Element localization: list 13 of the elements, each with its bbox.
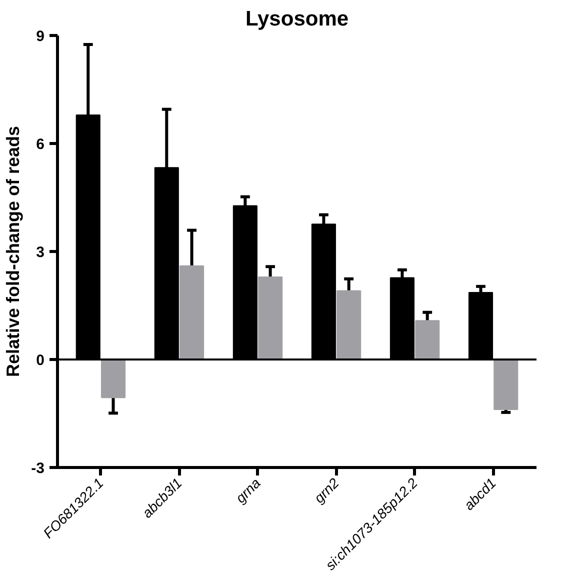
y-tick-label: 6 [36, 136, 44, 153]
bar [100, 359, 126, 398]
y-tick-label: 0 [36, 352, 44, 369]
y-tick-label: 3 [36, 244, 44, 261]
y-tick-label: -3 [31, 460, 45, 477]
chart-title: Lysosome [245, 8, 349, 30]
bar [415, 320, 440, 360]
bar [494, 359, 518, 410]
bar [336, 290, 362, 360]
bar [258, 276, 283, 360]
y-tick-label: 9 [36, 28, 44, 45]
bar [180, 265, 204, 360]
y-axis-title: Relative fold-change of reads [3, 126, 24, 378]
